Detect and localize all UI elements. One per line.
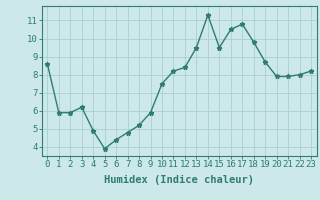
X-axis label: Humidex (Indice chaleur): Humidex (Indice chaleur) (104, 175, 254, 185)
